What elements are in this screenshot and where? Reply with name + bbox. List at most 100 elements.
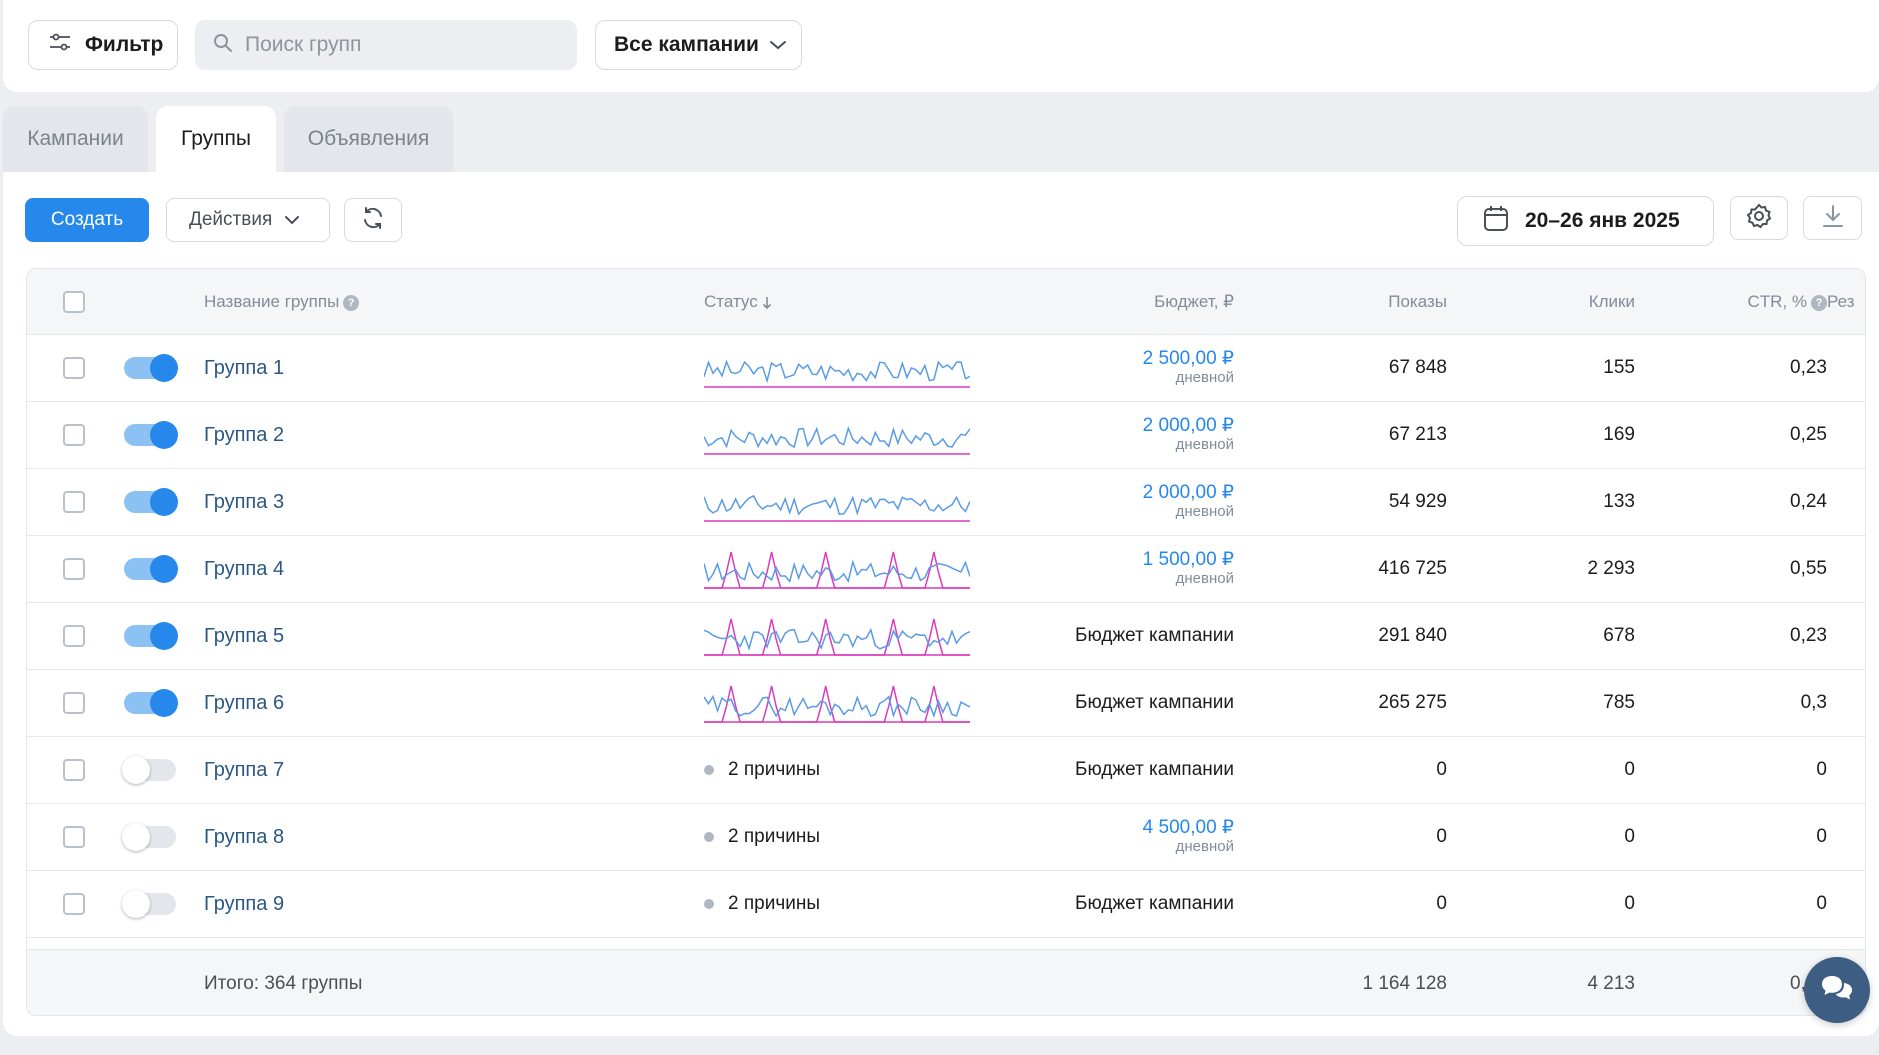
- table-row[interactable]: Группа 4 1 500,00 ₽ дневной 416 725 2 29…: [27, 536, 1865, 603]
- table-totals: Итого: 364 группы 1 164 128 4 213 0,36: [27, 949, 1865, 1015]
- group-name-link[interactable]: Группа 4: [204, 557, 285, 580]
- budget-amount[interactable]: 2 500,00 ₽: [1142, 348, 1234, 370]
- budget-amount[interactable]: 2 000,00 ₽: [1142, 415, 1234, 437]
- group-name-link[interactable]: Группа 6: [204, 691, 285, 714]
- ctr-value: 0,24: [1790, 491, 1827, 512]
- trend-chart-icon: [704, 685, 970, 723]
- row-checkbox[interactable]: [63, 424, 85, 446]
- budget-amount[interactable]: 1 500,00 ₽: [1142, 549, 1234, 571]
- tab-ads[interactable]: Объявления: [284, 106, 453, 172]
- group-name-link[interactable]: Группа 7: [204, 758, 285, 781]
- row-checkbox[interactable]: [63, 491, 85, 513]
- toggle-knob: [150, 421, 178, 449]
- main-panel: Создать Действия 20–26 янв 2025 Название…: [3, 172, 1879, 1036]
- tab-groups-label: Группы: [181, 127, 251, 150]
- campaign-select[interactable]: Все кампании: [595, 20, 802, 70]
- table-row[interactable]: Группа 2 2 000,00 ₽ дневной 67 213 169 0…: [27, 402, 1865, 469]
- toggle-knob: [150, 689, 178, 717]
- toggle-knob: [122, 756, 150, 784]
- column-header-shows[interactable]: Показы: [1277, 269, 1447, 335]
- table-row[interactable]: Группа 7 2 причины Бюджет кампании 0 0 0: [27, 737, 1865, 804]
- totals-clicks: 4 213: [1477, 950, 1635, 1015]
- row-checkbox[interactable]: [63, 826, 85, 848]
- group-toggle[interactable]: [124, 622, 178, 650]
- budget-amount[interactable]: 2 000,00 ₽: [1142, 482, 1234, 504]
- group-toggle[interactable]: [124, 488, 178, 516]
- group-name-cell: Группа 8: [204, 804, 284, 870]
- campaign-select-value: Все кампании: [614, 33, 759, 56]
- column-header-status[interactable]: Статус: [704, 269, 772, 335]
- download-button[interactable]: [1803, 196, 1862, 240]
- tab-campaigns[interactable]: Кампании: [3, 106, 148, 172]
- row-checkbox[interactable]: [63, 625, 85, 647]
- column-ctr-label: CTR, %: [1747, 292, 1808, 311]
- calendar-icon: [1483, 204, 1509, 238]
- column-header-result[interactable]: Рез: [1827, 269, 1854, 335]
- row-checkbox[interactable]: [63, 558, 85, 580]
- budget-campaign-text: Бюджет кампании: [1075, 759, 1234, 780]
- filter-button[interactable]: Фильтр: [28, 20, 178, 70]
- select-all-checkbox[interactable]: [63, 291, 85, 313]
- table-row[interactable]: Группа 5 Бюджет кампании 291 840 678 0,2…: [27, 603, 1865, 670]
- group-toggle[interactable]: [124, 421, 178, 449]
- ctr-cell: 0: [1677, 871, 1827, 937]
- ctr-value: 0,23: [1790, 625, 1827, 646]
- create-button[interactable]: Создать: [25, 198, 149, 242]
- budget-amount[interactable]: 4 500,00 ₽: [1142, 817, 1234, 839]
- actions-dropdown[interactable]: Действия: [166, 198, 330, 242]
- refresh-button[interactable]: [344, 198, 402, 242]
- help-icon[interactable]: ?: [1811, 294, 1827, 311]
- status-text[interactable]: 2 причины: [728, 893, 820, 914]
- table-row[interactable]: Группа 9 2 причины Бюджет кампании 0 0 0: [27, 871, 1865, 938]
- group-toggle[interactable]: [122, 823, 176, 851]
- shows-value: 0: [1436, 826, 1447, 847]
- row-checkbox[interactable]: [63, 893, 85, 915]
- group-toggle[interactable]: [124, 555, 178, 583]
- budget-campaign-text: Бюджет кампании: [1075, 625, 1234, 646]
- group-name-cell: Группа 5: [204, 603, 284, 669]
- group-name-cell: Группа 1: [204, 335, 284, 401]
- group-name-link[interactable]: Группа 9: [204, 892, 285, 915]
- help-icon[interactable]: ?: [343, 294, 360, 311]
- column-header-ctr[interactable]: CTR, %?: [1677, 269, 1827, 335]
- table-row[interactable]: Группа 8 2 причины 4 500,00 ₽ дневной 0 …: [27, 804, 1865, 871]
- shows-cell: 291 840: [1277, 603, 1447, 669]
- status-text[interactable]: 2 причины: [728, 826, 820, 847]
- table-row[interactable]: Группа 1 2 500,00 ₽ дневной 67 848 155 0…: [27, 335, 1865, 402]
- tab-groups[interactable]: Группы: [156, 106, 276, 172]
- group-name-link[interactable]: Группа 3: [204, 490, 285, 513]
- search-input[interactable]: [245, 33, 545, 57]
- group-toggle[interactable]: [124, 689, 178, 717]
- chat-button[interactable]: [1804, 957, 1870, 1023]
- settings-button[interactable]: [1730, 196, 1788, 240]
- clicks-value: 0: [1624, 826, 1635, 847]
- ctr-cell: 0,24: [1677, 469, 1827, 535]
- clicks-value: 678: [1603, 625, 1635, 646]
- column-header-budget[interactable]: Бюджет, ₽: [1027, 269, 1234, 335]
- status-sparkline: [704, 469, 970, 535]
- group-name-link[interactable]: Группа 2: [204, 423, 285, 446]
- budget-campaign-text: Бюджет кампании: [1075, 692, 1234, 713]
- table-row[interactable]: Группа 3 2 000,00 ₽ дневной 54 929 133 0…: [27, 469, 1865, 536]
- column-header-clicks[interactable]: Клики: [1477, 269, 1635, 335]
- date-range-picker[interactable]: 20–26 янв 2025: [1457, 196, 1714, 246]
- group-name-link[interactable]: Группа 5: [204, 624, 285, 647]
- status-text[interactable]: 2 причины: [728, 759, 820, 780]
- table-row[interactable]: Группа 6 Бюджет кампании 265 275 785 0,3: [27, 670, 1865, 737]
- group-toggle[interactable]: [122, 890, 176, 918]
- group-toggle[interactable]: [122, 756, 176, 784]
- group-name-link[interactable]: Группа 8: [204, 825, 285, 848]
- row-checkbox[interactable]: [63, 692, 85, 714]
- shows-cell: 54 929: [1277, 469, 1447, 535]
- budget-cell: Бюджет кампании: [1027, 670, 1234, 736]
- shows-value: 0: [1436, 759, 1447, 780]
- group-name-link[interactable]: Группа 1: [204, 356, 285, 379]
- status-dot-icon: [704, 899, 714, 909]
- row-checkbox[interactable]: [63, 357, 85, 379]
- clicks-value: 785: [1603, 692, 1635, 713]
- column-header-name[interactable]: Название группы?: [204, 269, 360, 335]
- budget-cell: Бюджет кампании: [1027, 603, 1234, 669]
- group-toggle[interactable]: [124, 354, 178, 382]
- budget-type: дневной: [1175, 838, 1234, 856]
- row-checkbox[interactable]: [63, 759, 85, 781]
